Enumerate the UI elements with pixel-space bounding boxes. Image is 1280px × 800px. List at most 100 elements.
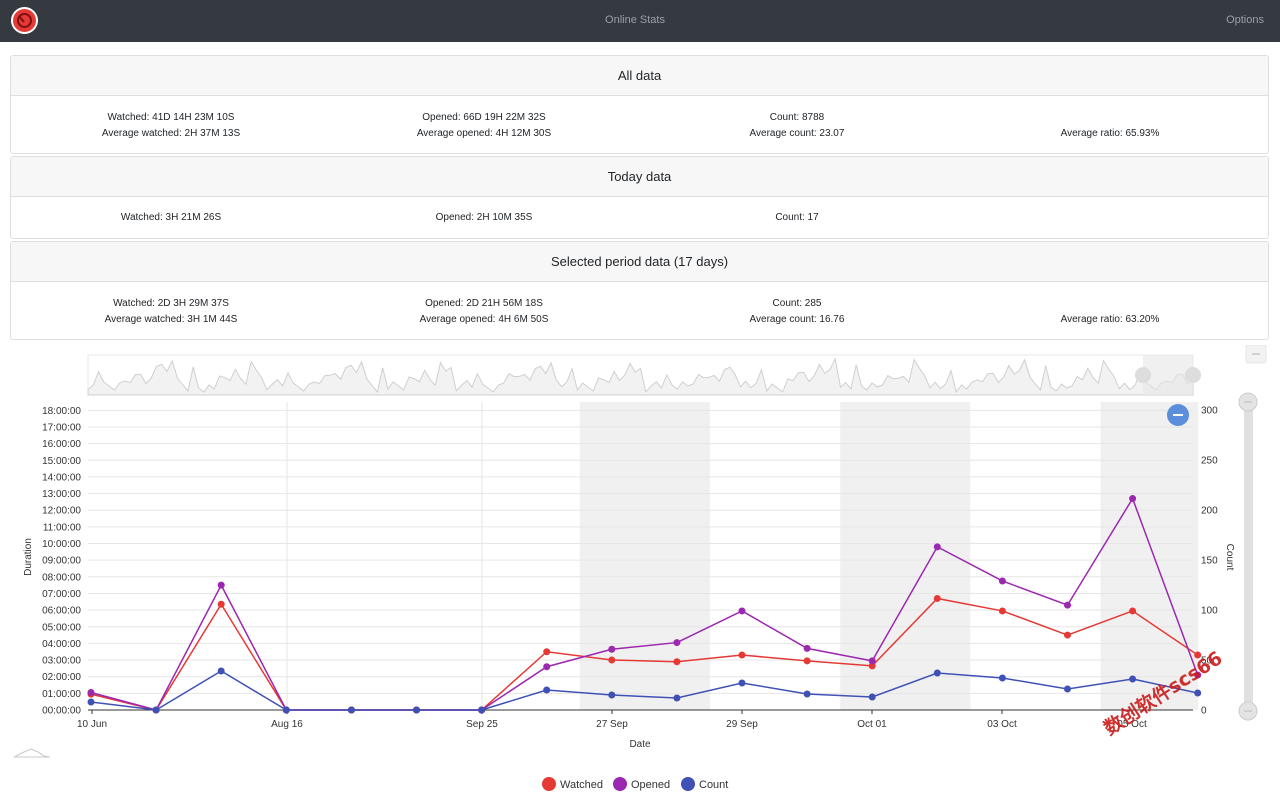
zoom-handle-left[interactable]	[1135, 367, 1151, 383]
chart-legend[interactable]: Watched Opened Count	[542, 777, 728, 791]
today-opened: Opened: 2H 10M 35S	[435, 212, 533, 223]
period-watched-stat: Watched: 2D 3H 29M 37S Average watched: …	[21, 296, 321, 328]
zoom-handle-right[interactable]	[1185, 367, 1201, 383]
today-data-title: Today data	[11, 157, 1268, 197]
area-toggle-icon[interactable]	[13, 748, 51, 758]
zoom-out-button[interactable]	[1167, 404, 1189, 426]
data-point-opened	[217, 581, 225, 589]
data-point-count	[282, 706, 290, 714]
x-tick-label: 05 Oct	[1117, 719, 1147, 730]
series-line-opened	[90, 496, 1199, 711]
vertical-zoom-slider[interactable]	[1238, 392, 1258, 721]
restore-button[interactable]	[1245, 345, 1267, 364]
top-navbar: Online Stats Options	[0, 0, 1280, 42]
data-point-count	[738, 679, 746, 687]
today-opened-stat: Opened: 2H 10M 35S	[334, 210, 634, 226]
data-point-count	[1129, 675, 1137, 683]
legend-marker-watched[interactable]	[542, 777, 556, 791]
y-tick-label: 15:00:00	[42, 456, 81, 467]
y2-tick-label: 100	[1201, 606, 1218, 617]
stats-chart[interactable]: 00:00:00 01:00:00 02:00:00 03:00:00 04:00:00…	[0, 345, 1280, 800]
data-point-watched	[933, 594, 941, 602]
y-tick-label: 03:00:00	[42, 656, 81, 667]
y-tick-label: 10:00:00	[42, 539, 81, 550]
y-tick-label: 14:00:00	[42, 472, 81, 483]
data-point-opened	[1129, 495, 1137, 503]
period-count: Count: 285	[772, 298, 822, 309]
zoom-window[interactable]	[1143, 355, 1193, 395]
data-point-opened	[803, 644, 811, 652]
all-opened: Opened: 66D 19H 22M 32S	[422, 112, 546, 123]
data-point-count	[347, 706, 355, 714]
data-point-count	[87, 698, 95, 706]
y-tick-label: 09:00:00	[42, 556, 81, 567]
y2-tick-label: 200	[1201, 506, 1218, 517]
data-point-count	[1194, 689, 1202, 697]
x-tick-label: 10 Jun	[77, 719, 107, 730]
y2-tick-label: 250	[1201, 456, 1218, 467]
y-tick-label: 16:00:00	[42, 439, 81, 450]
data-point-count	[803, 690, 811, 698]
overview-sparkline	[87, 357, 1194, 396]
period-count-stat: Count: 285 Average count: 16.76	[647, 296, 947, 328]
legend-marker-opened[interactable]	[613, 777, 627, 791]
today-watched: Watched: 3H 21M 26S	[120, 212, 222, 223]
data-point-count	[413, 706, 420, 714]
data-point-count	[543, 686, 551, 694]
y-tick-label: 02:00:00	[42, 672, 81, 683]
app-title: Online Stats	[605, 14, 665, 26]
today-data-card: Today data Watched: 3H 21M 26S Opened: 2…	[10, 156, 1269, 239]
data-point-watched	[1129, 607, 1137, 615]
data-point-count	[868, 693, 876, 701]
y-tick-label: 08:00:00	[42, 572, 81, 583]
today-count-stat: Count: 17	[647, 210, 947, 226]
y-tick-label: 00:00:00	[42, 706, 81, 717]
y-tick-label: 11:00:00	[43, 522, 82, 533]
data-point-count	[608, 691, 616, 699]
series-line-count	[90, 670, 1198, 711]
period-watched: Watched: 2D 3H 29M 37S	[113, 298, 229, 309]
all-count-stat: Count: 8788 Average count: 23.07	[647, 110, 947, 142]
series-line-watched	[90, 597, 1199, 711]
period-data-card: Selected period data (17 days) Watched: …	[10, 241, 1269, 340]
y-tick-label: 04:00:00	[42, 639, 81, 650]
period-avg-opened: Average opened: 4H 6M 50S	[419, 314, 549, 325]
data-point-watched	[1194, 651, 1202, 659]
options-link[interactable]: Options	[1226, 14, 1264, 26]
y-tick-label: 13:00:00	[42, 489, 81, 500]
y-axis-label: Duration	[23, 538, 34, 576]
data-point-opened	[673, 639, 681, 647]
y2-axis-ticks: 0 50 100 150 200 250 300	[1201, 406, 1218, 717]
data-point-opened	[738, 607, 746, 615]
legend-marker-count[interactable]	[681, 777, 695, 791]
data-point-watched	[868, 662, 876, 670]
data-zoom-slider[interactable]	[87, 354, 1201, 396]
legend-label-count[interactable]: Count	[699, 779, 728, 791]
data-point-watched	[217, 600, 225, 608]
x-tick-label: 27 Sep	[596, 719, 628, 730]
x-tick-label: Sep 25	[466, 719, 498, 730]
data-point-count	[478, 706, 486, 714]
data-point-count	[152, 706, 160, 714]
series-lines	[87, 495, 1202, 714]
all-avg-count: Average count: 23.07	[749, 128, 845, 139]
x-tick-label: Aug 16	[271, 719, 303, 730]
all-count: Count: 8788	[769, 112, 825, 123]
legend-label-opened[interactable]: Opened	[631, 779, 670, 791]
stopwatch-logo-icon[interactable]	[11, 7, 38, 34]
weekend-band	[1100, 402, 1199, 710]
x-axis-label: Date	[629, 739, 651, 750]
data-point-watched	[1064, 631, 1071, 639]
y-tick-label: 17:00:00	[42, 422, 81, 433]
period-avg-watched: Average watched: 3H 1M 44S	[104, 314, 238, 325]
weekend-bands	[579, 402, 1199, 710]
data-point-opened	[868, 657, 876, 665]
data-point-watched	[803, 657, 811, 665]
period-opened: Opened: 2D 21H 56M 18S	[425, 298, 543, 309]
all-watched-stat: Watched: 41D 14H 23M 10S Average watched…	[21, 110, 321, 142]
period-avg-ratio: Average ratio: 63.20%	[1060, 314, 1160, 325]
legend-label-watched[interactable]: Watched	[560, 779, 603, 791]
weekend-band	[579, 402, 710, 710]
y2-tick-label: 150	[1201, 556, 1218, 567]
y-tick-label: 06:00:00	[42, 606, 81, 617]
